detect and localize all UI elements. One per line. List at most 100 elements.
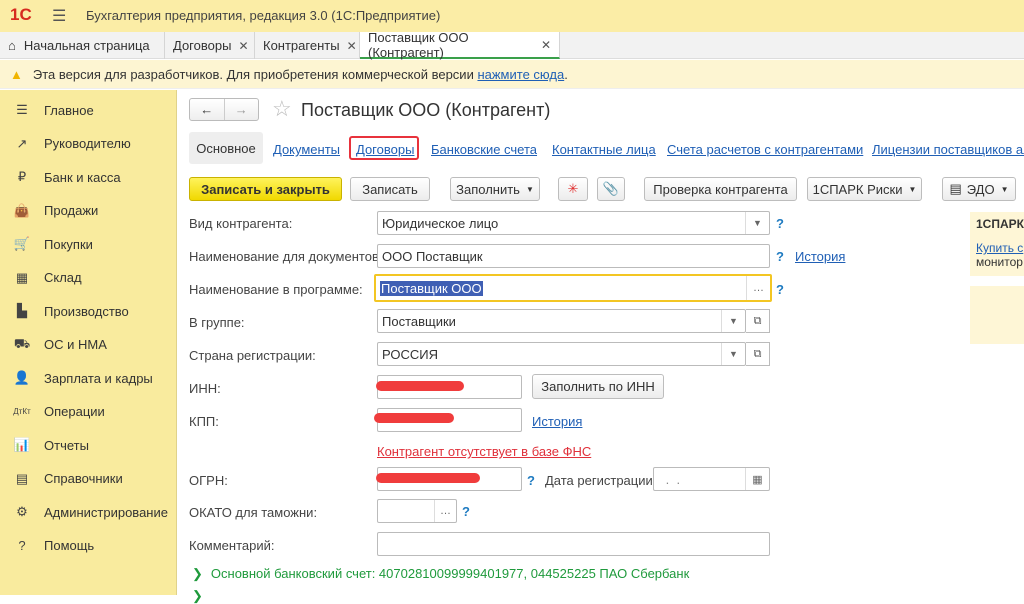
sidebar-item[interactable]: ☰ Главное: [0, 95, 176, 125]
comment-input[interactable]: [377, 532, 770, 556]
sidebar-item[interactable]: ⚙ Администрирование: [0, 497, 176, 527]
sidebar-item[interactable]: 🛒 Покупки: [0, 229, 176, 259]
menu-icon[interactable]: ☰: [52, 8, 67, 25]
tab-contracts[interactable]: Договоры ✕: [165, 32, 255, 59]
sidebar-item-label: Помощь: [44, 538, 95, 553]
spark-panel-secondary: [970, 286, 1024, 344]
sidebar-item[interactable]: 👤 Зарплата и кадры: [0, 363, 176, 393]
forward-icon[interactable]: →: [234, 102, 248, 117]
doc-name-history-link[interactable]: История: [795, 249, 846, 264]
edo-button[interactable]: ▤ ЭДО ▼: [942, 177, 1016, 201]
sidebar-item[interactable]: ? Помощь: [0, 531, 176, 561]
bank-account-group[interactable]: ❯ Основной банковский счет: 4070281009999…: [192, 566, 689, 582]
dropdown-icon[interactable]: ▼: [721, 343, 745, 365]
subtab-contacts[interactable]: Контактные лица: [552, 142, 656, 157]
dropdown-icon[interactable]: ▼: [721, 310, 745, 332]
subtab-licenses[interactable]: Лицензии поставщиков ал: [872, 142, 1024, 157]
save-close-button[interactable]: Записать и закрыть: [189, 177, 342, 201]
sidebar-item[interactable]: ▦ Склад: [0, 263, 176, 293]
open-icon[interactable]: ⧉: [746, 309, 770, 333]
ellipsis-icon[interactable]: …: [746, 276, 770, 300]
open-icon[interactable]: ⧉: [746, 342, 770, 366]
sidebar-icon: ₽: [17, 169, 27, 184]
spark-label: 1СПАРК Риски: [812, 181, 903, 197]
page-title: Поставщик ООО (Контрагент): [301, 100, 551, 120]
close-icon[interactable]: ✕: [540, 37, 551, 52]
bank-account-text: Основной банковский счет: 40702810099999…: [210, 566, 690, 581]
reg-date-value: . .: [662, 471, 681, 487]
sidebar-item[interactable]: ▙ Производство: [0, 296, 176, 326]
prog-name-input[interactable]: Поставщик ООО…: [374, 274, 772, 302]
check-counterparty-button[interactable]: Проверка контрагента: [644, 177, 797, 201]
ellipsis-icon[interactable]: …: [434, 500, 456, 522]
tab-supplier[interactable]: Поставщик ООО (Контрагент) ✕: [360, 30, 560, 60]
close-icon[interactable]: ✕: [238, 38, 249, 53]
spark-risks-button[interactable]: 1СПАРК Риски ▼: [807, 177, 922, 201]
subtab-contracts[interactable]: Договоры: [356, 142, 415, 157]
help-icon[interactable]: ?: [776, 249, 784, 264]
sidebar-icon: 👜: [13, 202, 31, 218]
tab-label: Контрагенты: [263, 38, 340, 53]
back-icon[interactable]: ←: [190, 99, 225, 120]
country-value: РОССИЯ: [382, 346, 439, 362]
sidebar-item[interactable]: 📊 Отчеты: [0, 430, 176, 460]
sidebar-item[interactable]: ₽ Банк и касса: [0, 162, 176, 192]
sidebar-item-label: Банк и касса: [44, 169, 121, 185]
sidebar-icon: ▦: [15, 269, 29, 285]
spark-panel-text: монитор: [976, 255, 1023, 269]
country-select[interactable]: РОССИЯ ▼: [377, 342, 746, 366]
help-icon[interactable]: ?: [462, 504, 470, 519]
subtab-settlement-accounts[interactable]: Счета расчетов с контрагентами: [667, 142, 864, 157]
dropdown-icon[interactable]: ▼: [745, 212, 769, 234]
1c-logo: 1С: [10, 5, 32, 24]
buy-link[interactable]: нажмите сюда: [477, 66, 565, 82]
kind-select[interactable]: Юридическое лицо ▼: [377, 211, 770, 235]
sidebar-item-label: Справочники: [44, 471, 123, 486]
sidebar-item-label: Покупки: [44, 236, 93, 252]
sidebar-item-label: Производство: [44, 303, 129, 319]
tabs-bar: ⌂ Начальная страница Договоры ✕ Контрагент…: [0, 30, 1024, 60]
fill-label: Заполнить: [456, 181, 520, 197]
sidebar-item[interactable]: ДтКт Операции: [0, 397, 176, 427]
okato-input[interactable]: …: [377, 499, 457, 523]
ogrn-label: ОГРН:: [189, 473, 228, 488]
sidebar-item[interactable]: ↗ Руководителю: [0, 129, 176, 159]
kpp-history-link[interactable]: История: [532, 414, 583, 429]
attachment-icon[interactable]: 📎: [597, 177, 625, 201]
nav-arrows: ← →: [189, 98, 259, 121]
kind-label: Вид контрагента:: [189, 216, 293, 231]
sidebar-icon: ▤: [15, 470, 29, 486]
structure-icon[interactable]: ✳: [558, 177, 588, 201]
calendar-icon[interactable]: ▦: [745, 468, 769, 490]
save-button[interactable]: Записать: [350, 177, 430, 201]
edo-icon: ▤: [949, 181, 962, 196]
help-icon[interactable]: ?: [776, 282, 784, 297]
tab-label: Начальная страница: [23, 38, 150, 53]
subtab-documents[interactable]: Документы: [273, 142, 341, 157]
tab-home[interactable]: ⌂ Начальная страница: [0, 32, 165, 59]
reg-date-input[interactable]: . . ▦: [653, 467, 770, 491]
sidebar-item[interactable]: ⛟ ОС и НМА: [0, 330, 176, 360]
tab-counterparties[interactable]: Контрагенты ✕: [255, 32, 360, 59]
edo-label: ЭДО: [966, 181, 995, 197]
sidebar-item[interactable]: 👜 Продажи: [0, 196, 176, 226]
fns-warning-link[interactable]: Контрагент отсутствует в базе ФНС: [377, 444, 592, 459]
sidebar-icon: ⛟: [13, 335, 31, 351]
okato-label: ОКАТО для таможни:: [189, 505, 318, 520]
help-icon[interactable]: ?: [527, 473, 535, 488]
subtab-main[interactable]: Основное: [189, 132, 263, 164]
help-icon[interactable]: ?: [776, 216, 784, 231]
ogrn-input[interactable]: [377, 467, 522, 491]
sidebar-item[interactable]: ▤ Справочники: [0, 464, 176, 494]
close-icon[interactable]: ✕: [346, 38, 357, 53]
group-select[interactable]: Поставщики ▼: [377, 309, 746, 333]
fill-by-inn-button[interactable]: Заполнить по ИНН: [532, 374, 664, 399]
subtab-bank-accounts[interactable]: Банковские счета: [431, 142, 538, 157]
doc-name-input[interactable]: ООО Поставщик: [377, 244, 770, 268]
star-icon[interactable]: ☆: [272, 96, 292, 121]
spark-buy-link[interactable]: Купить с: [976, 241, 1024, 255]
kind-value: Юридическое лицо: [382, 215, 499, 231]
chevron-right-icon[interactable]: ❯: [192, 588, 203, 603]
highlight-box: [349, 136, 419, 160]
fill-button[interactable]: Заполнить ▼: [450, 177, 540, 201]
